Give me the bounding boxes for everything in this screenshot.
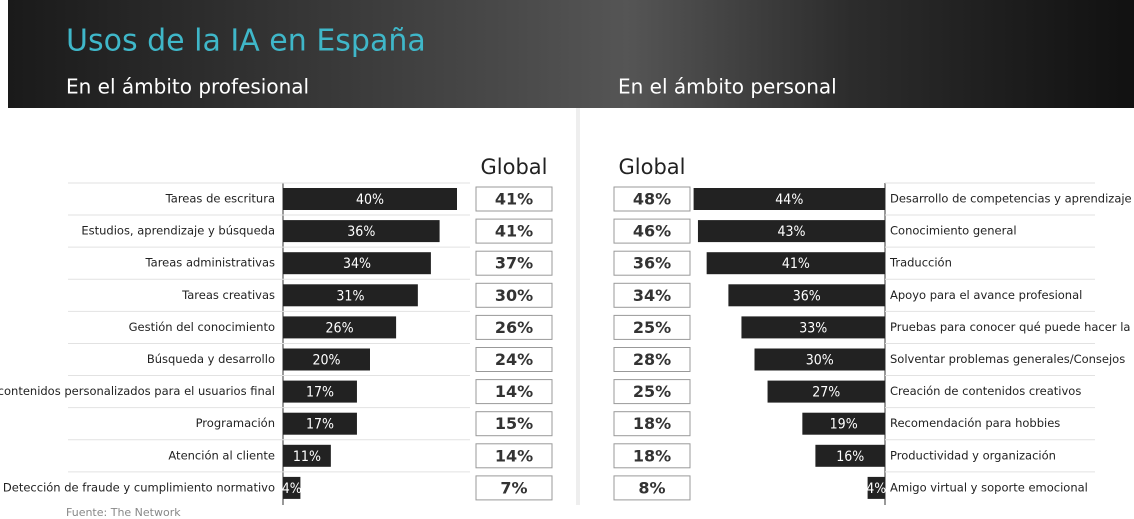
bar-label: 17% bbox=[306, 385, 334, 401]
bar-label: 33% bbox=[799, 320, 827, 336]
bar-label: 34% bbox=[343, 256, 371, 272]
global-label: 18% bbox=[633, 414, 671, 433]
global-label: 34% bbox=[633, 286, 671, 305]
bar-label: 4% bbox=[866, 481, 886, 497]
category-label: Atención al cliente bbox=[168, 448, 275, 462]
global-label: 25% bbox=[633, 382, 671, 401]
bar-label: 4% bbox=[282, 481, 302, 497]
category-label: Apoyo para el avance profesional bbox=[890, 288, 1082, 302]
category-label: Búsqueda y desarrollo bbox=[147, 352, 275, 366]
bar-label: 27% bbox=[812, 385, 840, 401]
category-label: Recomendación para hobbies bbox=[890, 416, 1060, 430]
global-label: 14% bbox=[495, 446, 533, 465]
global-label: 8% bbox=[638, 478, 665, 497]
global-label: 25% bbox=[633, 318, 671, 337]
bar-label: 36% bbox=[793, 288, 821, 304]
global-label: 26% bbox=[495, 318, 533, 337]
category-label: Desarrollo de competencias y aprendizaje bbox=[890, 192, 1132, 206]
subtitle: En el ámbito profesional bbox=[66, 75, 309, 99]
category-label: Programación bbox=[196, 416, 275, 430]
global-label: 15% bbox=[495, 414, 533, 433]
global-label: 41% bbox=[495, 190, 533, 209]
source: Fuente: The Network bbox=[66, 506, 181, 519]
category-label: Estudios, aprendizaje y búsqueda bbox=[81, 224, 275, 238]
global-label: 37% bbox=[495, 254, 533, 273]
global-label: 28% bbox=[633, 350, 671, 369]
bar-label: 26% bbox=[326, 320, 354, 336]
bar-label: 16% bbox=[836, 449, 864, 465]
category-label: Creación de contenidos creativos bbox=[890, 384, 1081, 398]
title: Usos de la IA en España bbox=[66, 24, 426, 59]
bar-label: 41% bbox=[782, 256, 810, 272]
category-label: Creación de contenidos personalizados pa… bbox=[0, 384, 275, 398]
bar-label: 31% bbox=[336, 288, 364, 304]
bar-label: 11% bbox=[293, 449, 321, 465]
bar-label: 30% bbox=[806, 353, 834, 369]
category-label: Gestión del conocimiento bbox=[129, 320, 275, 334]
bar-label: 19% bbox=[830, 417, 858, 433]
bar-label: 40% bbox=[356, 192, 384, 208]
global-label: 46% bbox=[633, 222, 671, 241]
category-label: Tareas administrativas bbox=[145, 256, 275, 270]
category-label: Tareas creativas bbox=[181, 288, 275, 302]
category-label: Pruebas para conocer qué puede hacer la … bbox=[890, 320, 1134, 334]
global-label: 48% bbox=[633, 190, 671, 209]
bar-label: 20% bbox=[313, 353, 341, 369]
infographic: Usos de la IA en España En el ámbito pro… bbox=[0, 0, 1134, 519]
category-label: Traducción bbox=[889, 256, 952, 270]
category-label: Tareas de escritura bbox=[165, 192, 275, 206]
global-label: 18% bbox=[633, 446, 671, 465]
global-label: 24% bbox=[495, 350, 533, 369]
global-header: Global bbox=[619, 155, 686, 179]
bar-label: 44% bbox=[775, 192, 803, 208]
category-label: Conocimiento general bbox=[890, 224, 1017, 238]
category-label: Productividad y organización bbox=[890, 448, 1056, 462]
category-label: Detección de fraude y cumplimiento norma… bbox=[3, 480, 275, 494]
global-label: 36% bbox=[633, 254, 671, 273]
subtitle: En el ámbito personal bbox=[618, 75, 837, 99]
global-label: 7% bbox=[500, 478, 527, 497]
global-header: Global bbox=[481, 155, 548, 179]
bar-label: 17% bbox=[306, 417, 334, 433]
category-label: Amigo virtual y soporte emocional bbox=[890, 480, 1088, 494]
global-label: 30% bbox=[495, 286, 533, 305]
global-label: 41% bbox=[495, 222, 533, 241]
category-label: Solventar problemas generales/Consejos bbox=[890, 352, 1125, 366]
global-label: 14% bbox=[495, 382, 533, 401]
bar-label: 36% bbox=[347, 224, 375, 240]
bar-label: 43% bbox=[777, 224, 805, 240]
